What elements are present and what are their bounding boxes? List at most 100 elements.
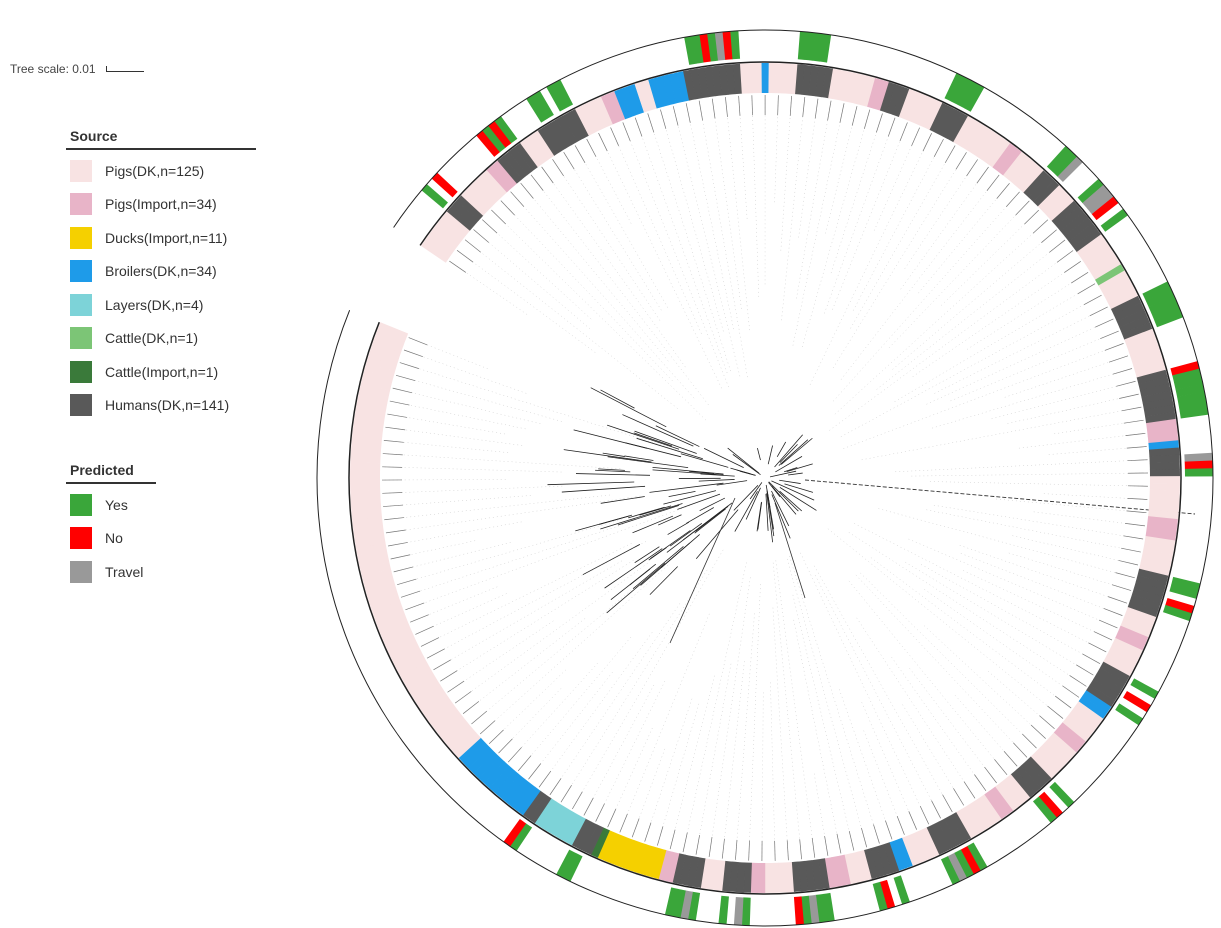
tree-branch xyxy=(1112,368,1133,375)
source-segment xyxy=(446,205,475,231)
tree-branch xyxy=(672,106,679,126)
predicted-segment xyxy=(718,895,729,925)
source-segment xyxy=(444,722,473,748)
source-segment xyxy=(610,835,629,866)
tree-branch xyxy=(492,211,706,421)
tree-branch xyxy=(473,229,489,243)
tree-branch xyxy=(649,566,678,595)
source-segment xyxy=(651,848,667,880)
legend-label: Travel xyxy=(105,563,144,580)
tree-branch xyxy=(482,219,498,234)
source-segment xyxy=(353,529,385,542)
source-segment xyxy=(374,607,405,625)
tree-branch xyxy=(663,490,717,505)
tree-branch xyxy=(449,260,467,273)
source-segment xyxy=(1149,482,1180,491)
tree-branch xyxy=(766,491,775,537)
predicted-segment xyxy=(1115,703,1144,726)
source-segment xyxy=(476,174,503,202)
tree-branch xyxy=(385,529,406,534)
tree-scale: Tree scale: 0.01 xyxy=(10,62,144,76)
source-segment xyxy=(743,862,752,893)
source-segment xyxy=(1042,190,1070,217)
tree-branch xyxy=(848,831,855,851)
source-segment xyxy=(1047,195,1075,222)
tree-branch xyxy=(695,509,739,560)
tree-branch xyxy=(384,453,621,469)
source-segment xyxy=(987,138,1011,168)
tree-branch xyxy=(923,625,1045,738)
tree-branch xyxy=(1127,498,1148,500)
tree-branch xyxy=(599,134,722,389)
legend-swatch xyxy=(70,560,92,583)
tree-branch xyxy=(920,564,1099,663)
source-segment xyxy=(537,126,561,156)
source-segment xyxy=(1091,258,1121,281)
tree-branch xyxy=(464,618,586,713)
tree-branch xyxy=(779,487,817,511)
legend-item-no: No xyxy=(66,522,156,556)
tree-branch xyxy=(699,102,748,378)
predicted-segment xyxy=(664,887,679,917)
source-segment xyxy=(929,102,950,133)
tree-branch xyxy=(385,440,509,453)
source-segment xyxy=(486,165,513,193)
source-segment xyxy=(641,79,657,111)
legend-item-pigs-dk: Pigs(DK,n=125) xyxy=(66,154,256,188)
source-segment xyxy=(844,853,858,885)
tree-branch xyxy=(507,747,522,763)
tree-branch xyxy=(894,284,1094,402)
tree-branch xyxy=(779,490,803,512)
tree-branch xyxy=(734,491,758,532)
source-ring xyxy=(350,63,1181,893)
tree-branch xyxy=(390,554,411,560)
tree-branch xyxy=(520,182,534,199)
tree-branch xyxy=(765,493,769,531)
tree-branch xyxy=(1121,547,1141,553)
predicted-segment xyxy=(1172,368,1202,383)
source-segment xyxy=(1068,222,1097,247)
source-segment xyxy=(824,857,837,888)
tree-branch xyxy=(689,470,715,474)
tree-branch xyxy=(466,240,678,409)
source-segment xyxy=(841,71,855,103)
tree-branch xyxy=(933,138,944,157)
tree-branch xyxy=(767,445,773,465)
tree-branch xyxy=(1123,419,1144,424)
source-segment xyxy=(648,77,664,109)
predicted-segment xyxy=(494,116,518,144)
tree-branch xyxy=(669,829,676,850)
source-segment xyxy=(516,786,541,816)
tree-branch xyxy=(383,504,404,507)
tree-branch xyxy=(779,444,798,463)
tree-branch xyxy=(891,657,985,790)
tree-branch xyxy=(456,250,474,263)
tree-branch xyxy=(953,788,965,806)
tree-branch xyxy=(426,648,445,659)
predicted-segment xyxy=(1091,196,1119,221)
source-segment xyxy=(540,801,563,832)
tree-branch xyxy=(600,389,635,409)
tree-branch xyxy=(863,109,871,129)
tree-branch xyxy=(1100,330,1119,340)
legend-label: Cattle(DK,n=1) xyxy=(105,330,198,347)
tree-branch xyxy=(636,437,703,460)
predicted-segment xyxy=(957,79,978,109)
source-segment xyxy=(471,179,498,207)
tree-branch xyxy=(1013,742,1028,758)
tree-branch xyxy=(757,447,761,461)
tree-branch xyxy=(933,505,1142,539)
tree-branch xyxy=(573,549,724,808)
source-segment xyxy=(1138,376,1170,391)
source-segment xyxy=(1129,594,1161,611)
source-segment xyxy=(449,727,477,753)
tree-branch xyxy=(792,105,844,346)
source-segment xyxy=(531,130,555,160)
source-segment xyxy=(1133,581,1165,597)
source-segment xyxy=(568,108,590,139)
tree-branch xyxy=(786,840,789,861)
predicted-segment xyxy=(1151,302,1181,321)
tree-branch xyxy=(660,109,667,129)
source-segment xyxy=(456,195,484,221)
source-segment xyxy=(425,233,454,258)
